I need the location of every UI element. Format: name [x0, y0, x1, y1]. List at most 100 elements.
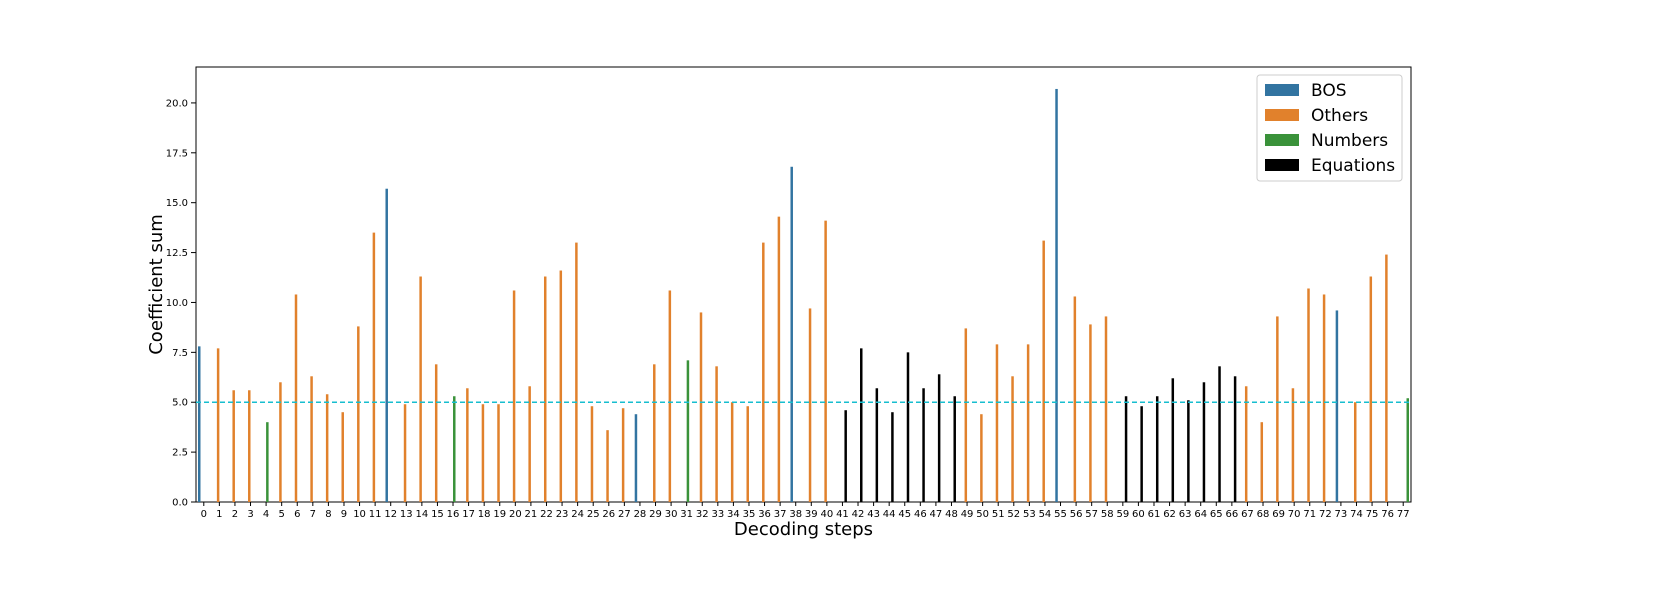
x-tick-label: 13: [400, 509, 413, 520]
bar: [1042, 240, 1045, 502]
y-tick-label: 0.0: [172, 498, 188, 509]
x-tick-label: 46: [914, 509, 927, 520]
x-tick-label: 73: [1335, 509, 1348, 520]
y-axis-label: Coefficient sum: [146, 214, 167, 355]
x-tick-label: 63: [1179, 509, 1192, 520]
bar: [466, 388, 469, 502]
bar: [232, 390, 235, 502]
y-tick-label: 20.0: [166, 98, 188, 109]
x-tick-label: 68: [1257, 509, 1270, 520]
bar: [434, 364, 438, 502]
x-tick-label: 62: [1163, 509, 1176, 520]
x-tick-label: 40: [820, 509, 833, 520]
x-tick-label: 59: [1116, 509, 1129, 520]
x-tick-label: 72: [1319, 509, 1332, 520]
x-tick-label: 37: [774, 509, 787, 520]
bar: [937, 374, 941, 502]
x-tick-label: 48: [945, 509, 958, 520]
x-tick-label: 64: [1194, 509, 1207, 520]
x-tick-label: 71: [1303, 509, 1316, 520]
bar: [891, 412, 894, 502]
bar: [1276, 316, 1279, 502]
bar: [294, 294, 298, 502]
x-tick-label: 28: [634, 509, 647, 520]
x-tick-label: 51: [992, 509, 1005, 520]
bar: [1307, 288, 1310, 502]
bar: [575, 242, 578, 503]
x-tick-label: 10: [353, 509, 366, 520]
x-tick-label: 6: [294, 509, 300, 520]
x-tick-label: 21: [525, 509, 538, 520]
bar: [875, 388, 879, 502]
x-tick-label: 22: [540, 509, 553, 520]
x-tick-label: 12: [384, 509, 397, 520]
bar: [528, 386, 531, 502]
bar: [699, 312, 703, 502]
x-axis-label: Decoding steps: [734, 519, 873, 540]
x-tick-label: 25: [587, 509, 600, 520]
bar: [1335, 310, 1339, 502]
bar: [922, 388, 925, 502]
x-tick-label: 9: [341, 509, 347, 520]
bar: [1089, 324, 1092, 502]
bar: [686, 360, 690, 502]
legend-box: [1256, 74, 1403, 182]
bar: [777, 216, 781, 503]
bar: [419, 276, 422, 502]
x-tick-label: 41: [836, 509, 849, 520]
bar: [953, 396, 956, 502]
bar: [559, 270, 563, 502]
bar: [248, 390, 251, 502]
x-tick-label: 56: [1070, 509, 1083, 520]
bar: [403, 404, 407, 502]
x-tick-label: 77: [1397, 509, 1410, 520]
legend-swatch: [1265, 159, 1299, 171]
bar: [1140, 406, 1143, 502]
x-tick-label: 29: [649, 509, 662, 520]
legend-label: Numbers: [1311, 131, 1388, 151]
bar: [497, 404, 500, 502]
x-tick-label: 33: [711, 509, 724, 520]
bar: [860, 348, 863, 502]
bar: [481, 404, 485, 502]
bar: [762, 242, 765, 503]
x-tick-label: 20: [509, 509, 522, 520]
x-tick-label: 27: [618, 509, 631, 520]
x-tick-label: 60: [1132, 509, 1145, 520]
x-tick-label: 34: [727, 509, 740, 520]
bar: [1406, 398, 1409, 502]
x-tick-label: 17: [462, 509, 475, 520]
bar: [216, 348, 220, 502]
x-tick-label: 67: [1241, 509, 1254, 520]
bar: [266, 422, 269, 502]
x-tick-label: 49: [961, 509, 974, 520]
x-tick-label: 31: [680, 509, 693, 520]
x-tick-label: 36: [758, 509, 771, 520]
x-tick-label: 61: [1148, 509, 1161, 520]
y-tick-label: 2.5: [172, 448, 188, 459]
legend: BOS Others Numbers Equations: [1256, 74, 1403, 182]
bar: [1244, 386, 1248, 502]
bar: [198, 346, 201, 502]
x-tick-label: 70: [1288, 509, 1301, 520]
bar: [1026, 344, 1030, 502]
x-tick-label: 43: [867, 509, 880, 520]
x-tick-label: 74: [1350, 509, 1363, 520]
bar: [844, 410, 847, 502]
legend-swatch: [1265, 109, 1299, 121]
legend-swatch: [1265, 134, 1299, 146]
bar: [715, 366, 718, 502]
bar: [824, 220, 827, 502]
x-tick-label: 19: [493, 509, 506, 520]
bar: [1155, 396, 1159, 502]
x-tick-label: 55: [1054, 509, 1067, 520]
x-tick-label: 18: [478, 509, 491, 520]
bar: [1353, 402, 1357, 502]
x-tick-label: 14: [415, 509, 428, 520]
legend-label: Others: [1311, 106, 1368, 126]
bar: [606, 430, 609, 502]
x-tick-label: 16: [447, 509, 460, 520]
bar: [1202, 382, 1206, 502]
y-tick-label: 12.5: [166, 248, 188, 259]
